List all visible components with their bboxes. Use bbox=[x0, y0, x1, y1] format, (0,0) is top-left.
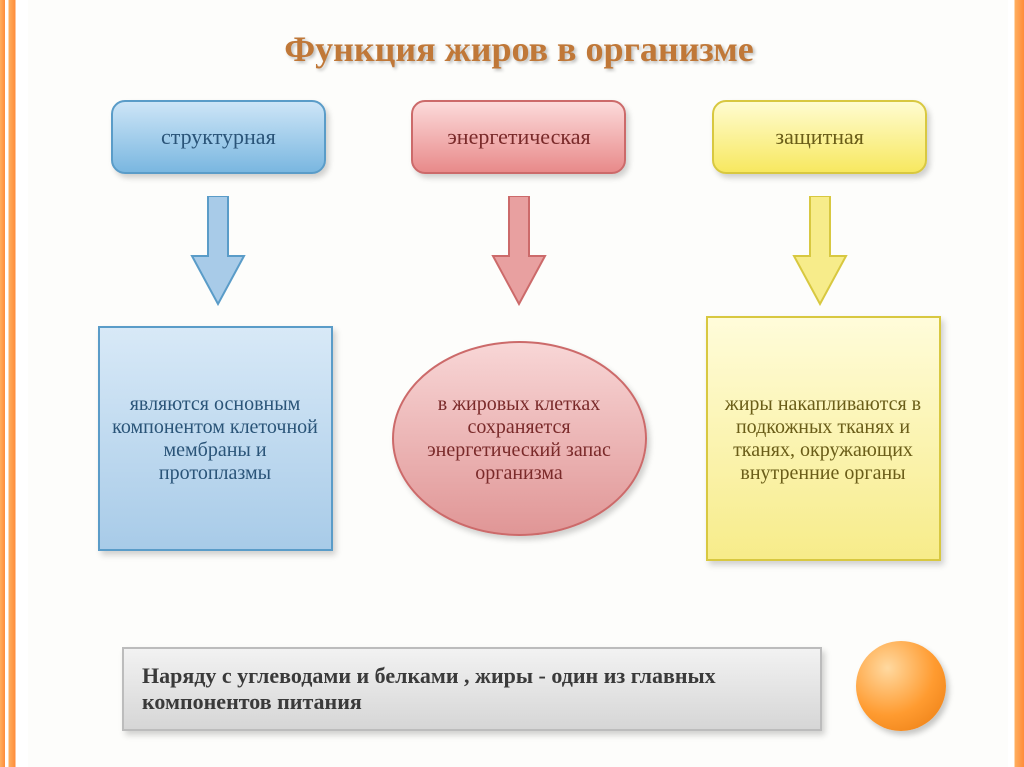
arrow-yellow-icon bbox=[712, 196, 927, 306]
left-stripe-decoration bbox=[0, 0, 28, 767]
arrow-blue-path bbox=[192, 196, 244, 304]
arrow-yellow-path bbox=[794, 196, 846, 304]
page-title: Функция жиров в организме bbox=[32, 0, 1006, 70]
arrow-red-icon bbox=[411, 196, 626, 306]
footer-note: Наряду с углеводами и белками , жиры - о… bbox=[122, 647, 822, 731]
category-energy: энергетическая bbox=[411, 100, 626, 174]
category-structural: структурная bbox=[111, 100, 326, 174]
details-row: являются основным компонентом клеточной … bbox=[32, 316, 1006, 561]
detail-protect: жиры накапливаются в подкожных тканях и … bbox=[706, 316, 941, 561]
arrows-row bbox=[32, 196, 1006, 306]
detail-energy: в жировых клетках сохраняется энергетиче… bbox=[392, 341, 647, 536]
arrow-red-path bbox=[493, 196, 545, 304]
category-row: структурная энергетическая защитная bbox=[32, 100, 1006, 174]
category-protect: защитная bbox=[712, 100, 927, 174]
detail-structural: являются основным компонентом клеточной … bbox=[98, 326, 333, 551]
diagram-canvas: Функция жиров в организме структурная эн… bbox=[32, 0, 1006, 767]
orange-circle-icon bbox=[856, 641, 946, 731]
right-stripe-decoration bbox=[1008, 0, 1024, 767]
arrow-blue-icon bbox=[111, 196, 326, 306]
